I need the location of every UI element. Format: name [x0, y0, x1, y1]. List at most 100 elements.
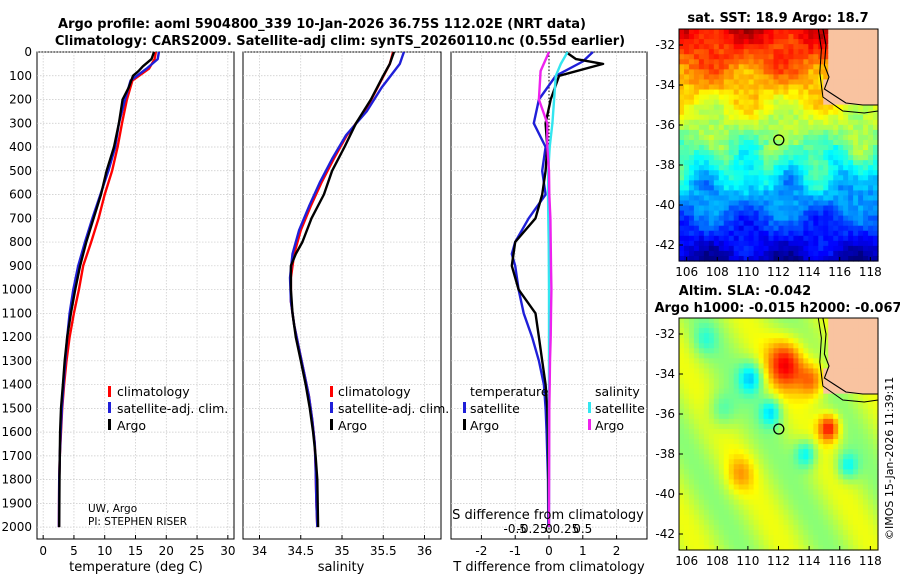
map-cell — [793, 240, 799, 247]
depth-tick-label: 1800 — [1, 473, 32, 487]
map-cell — [818, 469, 824, 475]
map-cell — [738, 373, 745, 380]
map-cell — [798, 418, 804, 425]
map-cell — [818, 428, 824, 435]
map-cell — [758, 114, 765, 121]
map-cell — [873, 255, 879, 262]
map-cell — [748, 94, 755, 101]
map-cell — [683, 99, 690, 106]
map-cell — [718, 134, 725, 141]
map-cell — [693, 539, 700, 546]
map-cell — [778, 205, 785, 212]
map-land-cell — [833, 373, 839, 380]
map-cell — [813, 190, 819, 197]
map-cell — [798, 343, 804, 349]
map-cell — [743, 49, 750, 55]
map-cell — [833, 544, 839, 551]
map-cell — [683, 114, 690, 121]
x-tick-label: 30 — [220, 544, 235, 558]
map-cell — [778, 69, 785, 75]
map-cell — [793, 494, 799, 501]
map-cell — [698, 318, 705, 324]
map-cell — [803, 129, 809, 136]
map-cell — [768, 408, 775, 415]
map-cell — [793, 469, 799, 475]
map-cell — [793, 175, 799, 181]
map-cell — [688, 39, 695, 45]
map-cell — [753, 333, 760, 339]
map-cell — [833, 464, 839, 470]
map-cell — [773, 353, 780, 359]
map-land-cell — [828, 363, 834, 370]
map-cell — [693, 49, 700, 55]
map-land-cell — [843, 353, 849, 359]
map-land-cell — [873, 358, 879, 364]
map-cell — [723, 190, 730, 197]
map-land-cell — [838, 79, 844, 86]
map-cell — [733, 439, 740, 445]
map-land-cell — [853, 318, 859, 324]
map-cell — [758, 529, 765, 536]
map-cell — [788, 104, 795, 111]
map-cell — [679, 94, 685, 101]
map-cell — [803, 69, 809, 75]
map-cell — [828, 175, 834, 181]
map-cell — [783, 534, 790, 541]
map-cell — [863, 235, 869, 242]
map-cell — [753, 124, 760, 131]
map-cell — [798, 69, 804, 75]
map-cell — [748, 200, 755, 207]
map-cell — [788, 434, 795, 440]
map-cell — [803, 205, 809, 212]
map-cell — [848, 139, 854, 146]
map-cell — [803, 403, 809, 410]
map-cell — [828, 255, 834, 262]
map-cell — [743, 94, 750, 101]
map-cell — [833, 230, 839, 237]
map-cell — [858, 165, 864, 171]
map-cell — [723, 145, 730, 151]
map-cell — [783, 494, 790, 501]
map-cell — [713, 34, 720, 40]
map-cell — [738, 484, 745, 491]
map-cell — [688, 49, 695, 55]
map-cell — [723, 69, 730, 75]
map-cell — [698, 348, 705, 354]
map-cell — [758, 29, 765, 35]
map-cell — [773, 180, 780, 186]
map-cell — [818, 529, 824, 536]
map-cell — [733, 84, 740, 91]
map-cell — [698, 89, 705, 96]
map-cell — [788, 109, 795, 116]
map-cell — [748, 155, 755, 161]
map-cell — [748, 398, 755, 405]
map-cell — [738, 119, 745, 126]
map-cell — [723, 449, 730, 455]
map-cell — [868, 119, 874, 126]
map-cell — [843, 428, 849, 435]
map-cell — [818, 408, 824, 415]
x-tick-label: 25 — [189, 544, 204, 558]
sst-map: 106 108 110 112 114 116 118-32-34-36-38-40-42 — [655, 28, 882, 279]
map-cell — [818, 250, 824, 257]
map-cell — [743, 474, 750, 480]
map-cell — [788, 524, 795, 531]
map-land-cell — [828, 94, 834, 101]
map-cell — [758, 353, 765, 359]
map-cell — [818, 104, 824, 111]
x-tick-label: -1 — [509, 544, 521, 558]
map-land-cell — [868, 348, 874, 354]
map-cell — [738, 338, 745, 344]
map-cell — [753, 54, 760, 60]
map-cell — [838, 255, 844, 262]
map-cell — [803, 119, 809, 126]
map-cell — [788, 64, 795, 70]
map-land-cell — [858, 59, 864, 65]
map-cell — [813, 255, 819, 262]
map-cell — [783, 444, 790, 450]
map-cell — [808, 494, 814, 501]
map-cell — [768, 499, 775, 506]
map-cell — [708, 524, 715, 531]
map-cell — [788, 210, 795, 217]
map-cell — [833, 255, 839, 262]
